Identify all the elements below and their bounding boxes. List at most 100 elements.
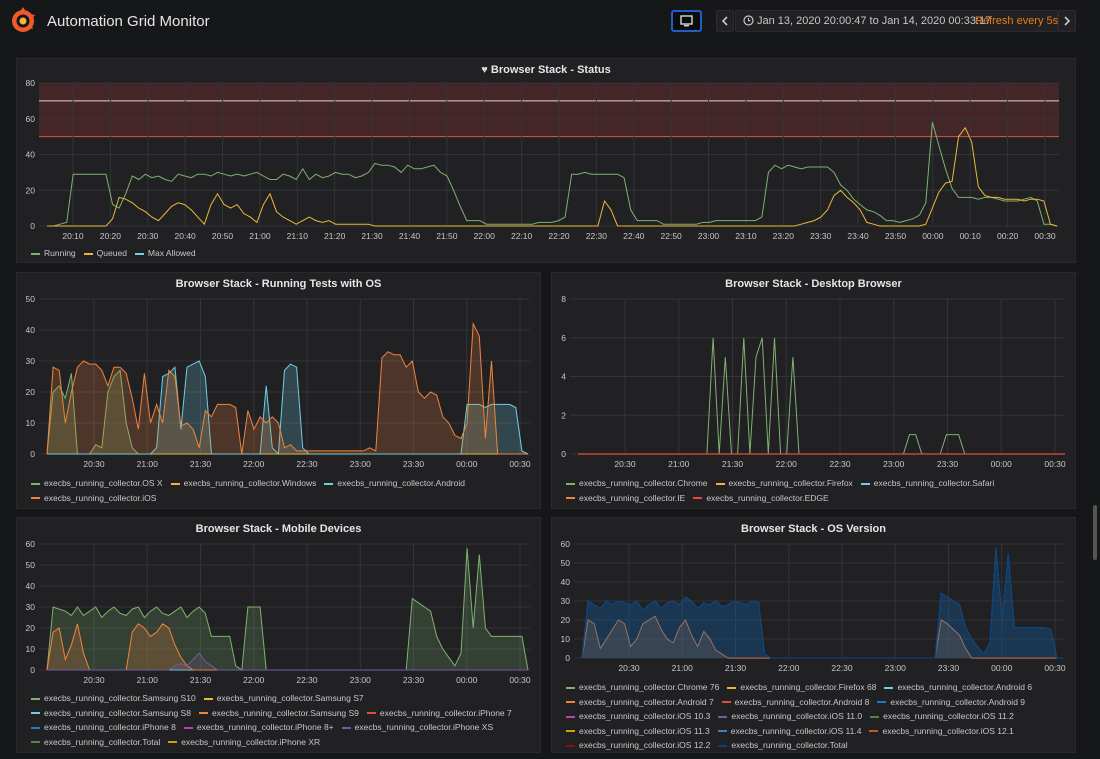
series-line[interactable] <box>47 360 529 456</box>
legend-swatch <box>198 712 208 715</box>
y-tick-label: 0 <box>30 449 35 459</box>
chart-svg[interactable]: 0 10 20 30 40 50 60 20:30 21:00 21:30 22:00 22:30 23… <box>17 518 542 754</box>
panel-title[interactable]: Browser Stack - Desktop Browser <box>725 278 902 290</box>
legend-item[interactable]: execbs_running_collector.Android 8 <box>721 695 869 710</box>
x-tick-label: 22:00 <box>243 459 265 469</box>
legend-item[interactable]: execbs_running_collector.iPhone XS <box>341 720 493 735</box>
time-range-picker[interactable]: Jan 13, 2020 20:00:47 to Jan 14, 2020 00… <box>735 10 1058 32</box>
legend-item[interactable]: execbs_running_collector.iPhone 8+ <box>183 720 334 735</box>
legend-item[interactable]: execbs_running_collector.Android 7 <box>566 695 714 710</box>
series-line[interactable] <box>578 337 1063 455</box>
chart-svg[interactable]: 0 20 40 60 80 20:10 20:20 20:30 20:40 20:50 21:00 2… <box>17 59 1077 264</box>
legend-item[interactable]: execbs_running_collector.Chrome <box>566 476 708 491</box>
legend-item[interactable]: Max Allowed <box>134 246 196 261</box>
legend-item[interactable]: execbs_running_collector.Total <box>718 738 848 753</box>
x-tick-label: 21:00 <box>672 663 694 673</box>
legend-swatch <box>31 726 40 729</box>
legend-item[interactable]: execbs_running_collector.Windows <box>170 476 316 491</box>
legend-item[interactable]: Running <box>31 246 76 261</box>
legend-item[interactable]: execbs_running_collector.Chrome 76 <box>566 680 719 695</box>
legend-item[interactable]: execbs_running_collector.iPhone 7 <box>366 706 512 721</box>
series-line[interactable] <box>581 547 1063 659</box>
chart-svg[interactable]: 0 2 4 6 8 20:30 21:00 21:30 22:00 22:30 23:00 23:30… <box>552 273 1077 510</box>
y-tick-label: 40 <box>26 581 36 591</box>
y-tick-label: 50 <box>561 558 571 568</box>
tv-mode-button[interactable] <box>671 10 702 32</box>
chart-svg[interactable]: 0 10 20 30 40 50 60 20:30 21:00 21:30 22:00 22:30 23… <box>552 518 1077 754</box>
legend-swatch <box>366 712 376 715</box>
legend-item[interactable]: execbs_running_collector.iOS <box>31 491 156 506</box>
series-line[interactable] <box>47 122 1058 227</box>
legend-label: execbs_running_collector.iPhone XR <box>181 736 321 747</box>
panel-title[interactable]: Browser Stack - OS Version <box>741 523 886 535</box>
y-tick-label: 40 <box>561 577 571 587</box>
legend-swatch <box>717 730 727 733</box>
refresh-interval[interactable]: Refresh every 5s <box>975 15 1059 27</box>
legend-item[interactable]: execbs_running_collector.OS X <box>31 476 163 491</box>
legend-item[interactable]: execbs_running_collector.Firefox 68 <box>727 680 876 695</box>
legend-item[interactable]: execbs_running_collector.Android <box>324 476 465 491</box>
chevron-left-icon <box>721 16 728 26</box>
x-tick-label: 23:00 <box>885 663 907 673</box>
page-scrollbar[interactable] <box>1093 505 1097 560</box>
legend-item[interactable]: execbs_running_collector.Samsung S7 <box>203 691 364 706</box>
dashboard-title[interactable]: Automation Grid Monitor <box>47 13 210 30</box>
panel-running-tests-os: 0 10 20 30 40 50 20:30 21:00 21:30 22:00 22:30 23:0… <box>16 272 541 509</box>
legend: execbs_running_collector.Chrome execbs_ru… <box>566 476 1063 505</box>
legend-label: execbs_running_collector.iPhone 7 <box>379 707 512 718</box>
legend-item[interactable]: Queued <box>83 246 127 261</box>
x-tick-label: 23:00 <box>350 459 372 469</box>
x-tick-label: 20:20 <box>100 231 122 241</box>
y-tick-label: 10 <box>26 644 36 654</box>
legend-item[interactable]: execbs_running_collector.iOS 11.3 <box>566 724 710 739</box>
panel-title[interactable]: ♥ Browser Stack - Status <box>17 64 1075 76</box>
legend-swatch <box>31 497 40 500</box>
legend-label: execbs_running_collector.iOS 12.2 <box>579 740 711 750</box>
panel-status: 0 20 40 60 80 20:10 20:20 20:30 20:40 20:50 21:00 2… <box>16 58 1076 263</box>
legend-item[interactable]: execbs_running_collector.iOS 11.0 <box>718 709 862 724</box>
legend-item[interactable]: execbs_running_collector.iPhone 8 <box>31 720 176 735</box>
legend-swatch <box>203 697 213 700</box>
series-line[interactable] <box>46 321 528 455</box>
legend-item[interactable]: execbs_running_collector.Samsung S10 <box>31 691 196 706</box>
x-tick-label: 20:30 <box>618 663 640 673</box>
legend-item[interactable]: execbs_running_collector.iOS 11.4 <box>717 724 861 739</box>
series-area <box>47 623 528 670</box>
panel-title[interactable]: Browser Stack - Running Tests with OS <box>175 278 382 290</box>
legend-item[interactable]: execbs_running_collector.IE <box>566 491 685 506</box>
legend-item[interactable]: execbs_running_collector.Android 6 <box>884 680 1032 695</box>
legend-item[interactable]: execbs_running_collector.Safari <box>860 476 994 491</box>
chart-svg[interactable]: 0 10 20 30 40 50 20:30 21:00 21:30 22:00 22:30 23:0… <box>17 273 542 510</box>
time-back-button[interactable] <box>716 10 734 32</box>
x-tick-label: 20:30 <box>137 231 159 241</box>
x-tick-label: 00:30 <box>509 459 531 469</box>
legend-item[interactable]: execbs_running_collector.iPhone XR <box>168 735 320 750</box>
x-tick-label: 22:00 <box>243 675 265 685</box>
x-tick-label: 00:30 <box>1044 459 1066 469</box>
legend-item[interactable]: execbs_running_collector.iOS 12.1 <box>869 724 1014 739</box>
y-tick-label: 4 <box>561 372 566 382</box>
legend-swatch <box>31 697 40 700</box>
x-tick-label: 23:10 <box>735 231 757 241</box>
series-line[interactable] <box>47 126 1058 227</box>
legend-swatch <box>31 482 40 485</box>
legend-item[interactable]: execbs_running_collector.Firefox <box>715 476 853 491</box>
series-area <box>582 547 1063 658</box>
legend-item[interactable]: execbs_running_collector.iOS 10.3 <box>566 709 710 724</box>
panel-title[interactable]: Browser Stack - Mobile Devices <box>195 523 362 535</box>
x-tick-label: 21:40 <box>399 231 421 241</box>
legend-item[interactable]: execbs_running_collector.EDGE <box>693 491 829 506</box>
grafana-logo-icon[interactable] <box>8 6 38 36</box>
legend-item[interactable]: execbs_running_collector.Samsung S9 <box>198 706 359 721</box>
series-line[interactable] <box>47 652 528 671</box>
x-tick-label: 00:00 <box>456 459 478 469</box>
legend-label: execbs_running_collector.Chrome <box>579 478 708 488</box>
legend-item[interactable]: execbs_running_collector.Total <box>31 735 160 750</box>
series-area <box>47 323 528 454</box>
legend-item[interactable]: execbs_running_collector.iOS 11.2 <box>870 709 1014 724</box>
legend-swatch <box>718 715 728 718</box>
legend-item[interactable]: execbs_running_collector.Android 9 <box>877 695 1025 710</box>
legend-item[interactable]: execbs_running_collector.Samsung S8 <box>31 706 191 721</box>
time-forward-button[interactable] <box>1058 10 1076 32</box>
legend-item[interactable]: execbs_running_collector.iOS 12.2 <box>566 738 710 753</box>
